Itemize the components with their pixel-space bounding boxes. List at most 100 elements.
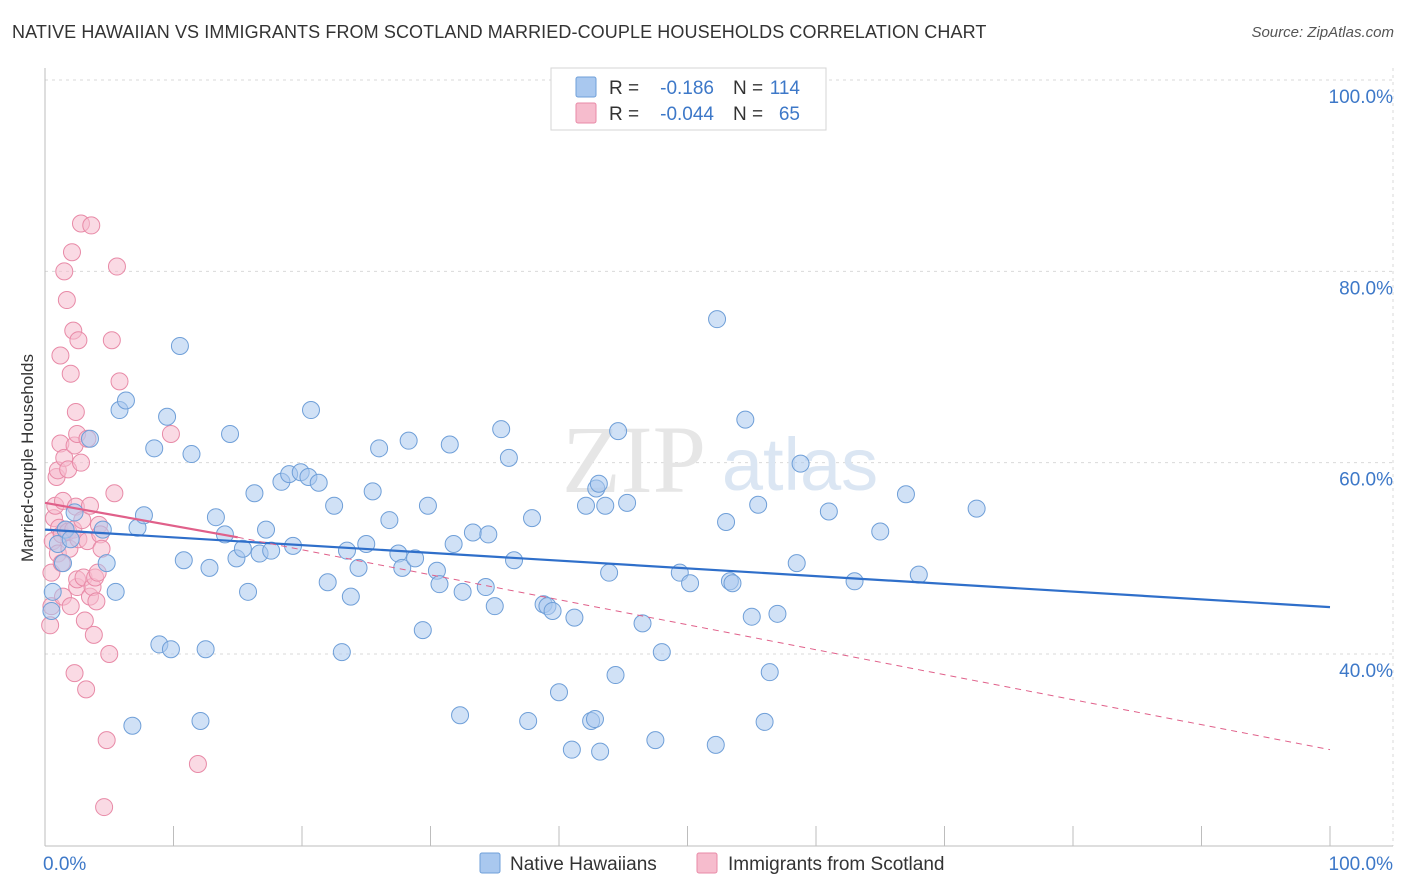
hawaiian-point-96 (706, 735, 725, 754)
hawaiian-point-60 (430, 575, 449, 594)
hawaiian-point-24 (196, 640, 215, 659)
scotland-point-31 (66, 402, 85, 421)
hawaiian-point-12 (116, 391, 135, 410)
x-tick-label-0: 0.0% (43, 854, 86, 875)
bottom-legend-swatch-blue (479, 852, 501, 874)
hawaiian-point-105 (760, 663, 779, 682)
watermark-zip: ZIP (562, 406, 706, 513)
hawaiian-point-106 (768, 604, 787, 623)
scotland-point-35 (69, 331, 88, 350)
scotland-point-63 (161, 424, 180, 443)
hawaiian-point-90 (618, 493, 637, 512)
hawaiian-point-65 (463, 523, 482, 542)
hawaiian-point-21 (174, 551, 193, 570)
scotland-point-41 (75, 611, 94, 630)
hawaiian-point-43 (318, 573, 337, 592)
hawaiian-point-80 (576, 496, 595, 515)
hawaiian-point-110 (845, 572, 864, 591)
hawaiian-point-109 (819, 502, 838, 521)
watermark: ZIP atlas (562, 406, 878, 513)
legend-swatch-pink (575, 102, 597, 124)
hawaiian-point-50 (363, 482, 382, 501)
legend-r-value-1: -0.186 (660, 78, 714, 99)
y-tick-label-2: 80.0% (1339, 278, 1393, 299)
hawaiian-point-1 (43, 582, 62, 601)
y-axis-label: Married-couple Households (18, 354, 37, 562)
scotland-point-29 (65, 664, 84, 683)
hawaiian-point-61 (440, 435, 459, 454)
hawaiian-point-108 (791, 454, 810, 473)
hawaiian-point-113 (909, 565, 928, 584)
hawaiian-point-98 (717, 512, 736, 531)
y-tick-label-1: 60.0% (1339, 470, 1393, 491)
hawaiian-point-69 (492, 420, 511, 439)
hawaiian-point-85 (591, 742, 610, 761)
hawaiian-point-77 (550, 683, 568, 702)
legend-swatch-blue (575, 76, 597, 98)
hawaiian-point-32 (245, 484, 264, 503)
tick-labels: 40.0% 60.0% 80.0% 100.0% 0.0% 100.0% (43, 87, 1393, 875)
hawaiian-point-84 (589, 474, 608, 493)
hawaiian-point-46 (337, 541, 356, 560)
hawaiian-point-71 (505, 551, 524, 570)
hawaiian-point-41 (301, 401, 320, 420)
hawaiian-point-64 (453, 582, 472, 601)
hawaiian-point-55 (399, 431, 418, 450)
chart-title: NATIVE HAWAIIAN VS IMMIGRANTS FROM SCOTL… (12, 22, 987, 42)
hawaiian-point-88 (606, 666, 625, 685)
hawaiian-point-48 (349, 558, 368, 577)
legend-r-label-2: R = (609, 104, 639, 125)
hawaiian-point-18 (158, 407, 177, 426)
bottom-legend-label-pink: Immigrants from Scotland (728, 854, 944, 875)
scotland-point-16 (55, 262, 74, 281)
scotland-point-56 (95, 798, 114, 817)
hawaiian-point-44 (325, 496, 344, 515)
scotland-point-47 (82, 216, 101, 235)
hawaiian-point-57 (413, 621, 432, 640)
x-tick-label-1: 100.0% (1329, 854, 1394, 875)
scotland-point-58 (100, 645, 119, 663)
hawaiian-point-8 (93, 520, 112, 539)
bottom-legend-swatch-pink (696, 852, 718, 874)
hawaiian-point-97 (708, 310, 727, 329)
hawaiian-point-86 (596, 496, 615, 515)
legend-n-value-2: 65 (779, 104, 800, 125)
source-credit: Source: ZipAtlas.com (1251, 24, 1394, 41)
hawaiian-point-82 (585, 710, 604, 729)
scotland-point-60 (105, 484, 124, 503)
axes (44, 68, 1393, 847)
legend-r-value-2: -0.044 (660, 104, 714, 125)
hawaiian-point-10 (106, 582, 125, 601)
y-tick-label-3: 100.0% (1329, 87, 1394, 108)
hawaiian-point-30 (233, 539, 252, 558)
series-native-hawaiians (42, 310, 986, 761)
hawaiian-point-56 (406, 549, 425, 568)
scotland-point-23 (61, 364, 80, 383)
scotland-point-25 (62, 243, 81, 262)
scotland-point-64 (188, 755, 207, 774)
hawaiian-point-20 (170, 336, 189, 355)
hawaiian-point-0 (42, 601, 61, 620)
scotland-point-19 (57, 291, 76, 310)
bottom-legend-label-blue: Native Hawaiians (510, 854, 657, 875)
hawaiian-point-91 (633, 614, 652, 633)
trend-line-scotland-extrapolated (237, 536, 1331, 751)
hawaiian-point-9 (97, 554, 116, 573)
hawaiian-point-22 (182, 445, 201, 464)
hawaiian-point-3 (53, 554, 72, 573)
hawaiian-point-104 (755, 712, 774, 731)
scotland-point-59 (102, 331, 121, 350)
hawaiian-point-52 (380, 511, 399, 530)
hawaiian-point-13 (123, 716, 142, 735)
hawaiian-point-107 (787, 554, 806, 573)
hawaiian-point-73 (523, 509, 542, 528)
bottom-legend: Native Hawaiians Immigrants from Scotlan… (479, 852, 944, 875)
hawaiian-point-101 (736, 410, 755, 429)
scotland-point-51 (87, 592, 106, 611)
hawaiian-point-70 (499, 448, 518, 467)
hawaiian-point-89 (609, 422, 628, 441)
hawaiian-point-102 (742, 607, 761, 626)
hawaiian-point-26 (206, 508, 225, 527)
legend-n-label-1: N = (733, 78, 763, 99)
hawaiian-point-31 (239, 582, 258, 601)
